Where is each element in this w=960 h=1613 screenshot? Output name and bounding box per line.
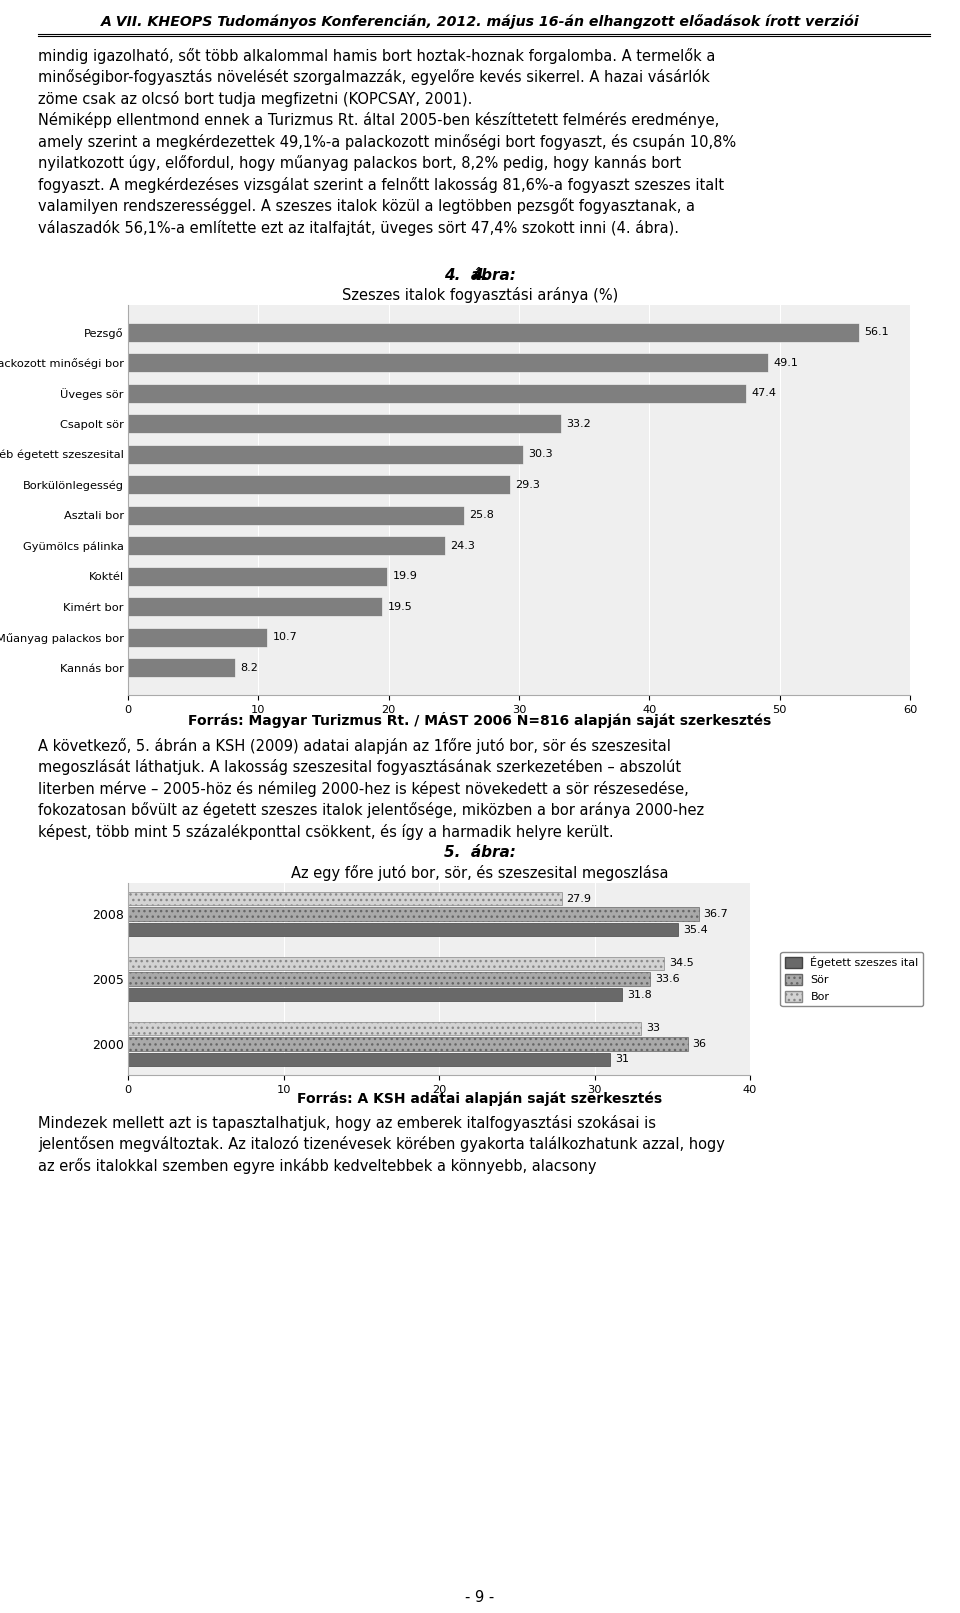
Bar [128,627,268,647]
Text: Forrás: Magyar Turizmus Rt. / MÁST 2006 N=816 alapján saját szerkesztés: Forrás: Magyar Turizmus Rt. / MÁST 2006 … [188,711,772,727]
Text: 5.  ábra:: 5. ábra: [444,845,516,860]
Bar [128,1021,641,1036]
Bar [128,973,651,986]
Bar [128,566,388,586]
Text: 34.5: 34.5 [669,958,694,968]
Text: 19.5: 19.5 [388,602,412,611]
Bar [128,384,746,403]
Text: 36.7: 36.7 [704,910,728,919]
Bar [128,323,859,342]
Bar [128,476,510,494]
Bar [128,597,382,616]
Text: 24.3: 24.3 [450,540,475,550]
Text: 8.2: 8.2 [240,663,258,673]
Bar [128,1053,610,1066]
Text: A VII. KHEOPS Tudományos Konferencián, 2012. május 16-án elhangzott előadások ír: A VII. KHEOPS Tudományos Konferencián, 2… [101,15,859,29]
Bar [128,536,444,555]
Text: mindig igazolható, sőt több alkalommal hamis bort hoztak-hoznak forgalomba. A te: mindig igazolható, sőt több alkalommal h… [38,48,736,235]
Text: 33: 33 [646,1023,660,1034]
Bar [128,1037,687,1050]
Text: 56.1: 56.1 [864,327,889,337]
Text: 35.4: 35.4 [684,924,708,934]
Bar [128,445,523,463]
Text: 4.: 4. [471,268,489,282]
Text: 49.1: 49.1 [773,358,798,368]
Bar [128,907,699,921]
Text: 31: 31 [614,1055,629,1065]
Text: 29.3: 29.3 [516,479,540,490]
Bar [128,353,768,373]
Text: Forrás: A KSH adatai alapján saját szerkesztés: Forrás: A KSH adatai alapján saját szerk… [298,1092,662,1107]
Bar [128,415,561,434]
Text: 31.8: 31.8 [627,989,652,1000]
Text: 25.8: 25.8 [469,510,494,521]
Text: 27.9: 27.9 [566,894,591,903]
Bar [128,506,465,524]
Text: 33.6: 33.6 [655,974,680,984]
Legend: Égetett szeszes ital, Sör, Bor: Égetett szeszes ital, Sör, Bor [780,952,924,1007]
Bar [128,658,235,677]
Text: 30.3: 30.3 [528,450,553,460]
Text: A következő, 5. ábrán a KSH (2009) adatai alapján az 1főre jutó bor, sör és szes: A következő, 5. ábrán a KSH (2009) adata… [38,739,704,840]
Text: - 9 -: - 9 - [466,1590,494,1605]
Bar [128,957,664,971]
Text: Az egy főre jutó bor, sör, és szeszesital megoszlása: Az egy főre jutó bor, sör, és szeszesita… [291,865,669,881]
Text: Szeszes italok fogyasztási aránya (%): Szeszes italok fogyasztási aránya (%) [342,287,618,303]
Text: 4.  ábra:: 4. ábra: [444,268,516,282]
Bar [128,923,679,937]
Text: 33.2: 33.2 [566,419,590,429]
Text: 47.4: 47.4 [751,389,776,398]
Text: 36: 36 [692,1039,707,1048]
Bar [128,987,622,1002]
Text: 19.9: 19.9 [393,571,418,581]
Text: 10.7: 10.7 [273,632,298,642]
Text: Mindezek mellett azt is tapasztalhatjuk, hogy az emberek italfogyasztási szokása: Mindezek mellett azt is tapasztalhatjuk,… [38,1115,725,1174]
Bar [128,892,562,905]
